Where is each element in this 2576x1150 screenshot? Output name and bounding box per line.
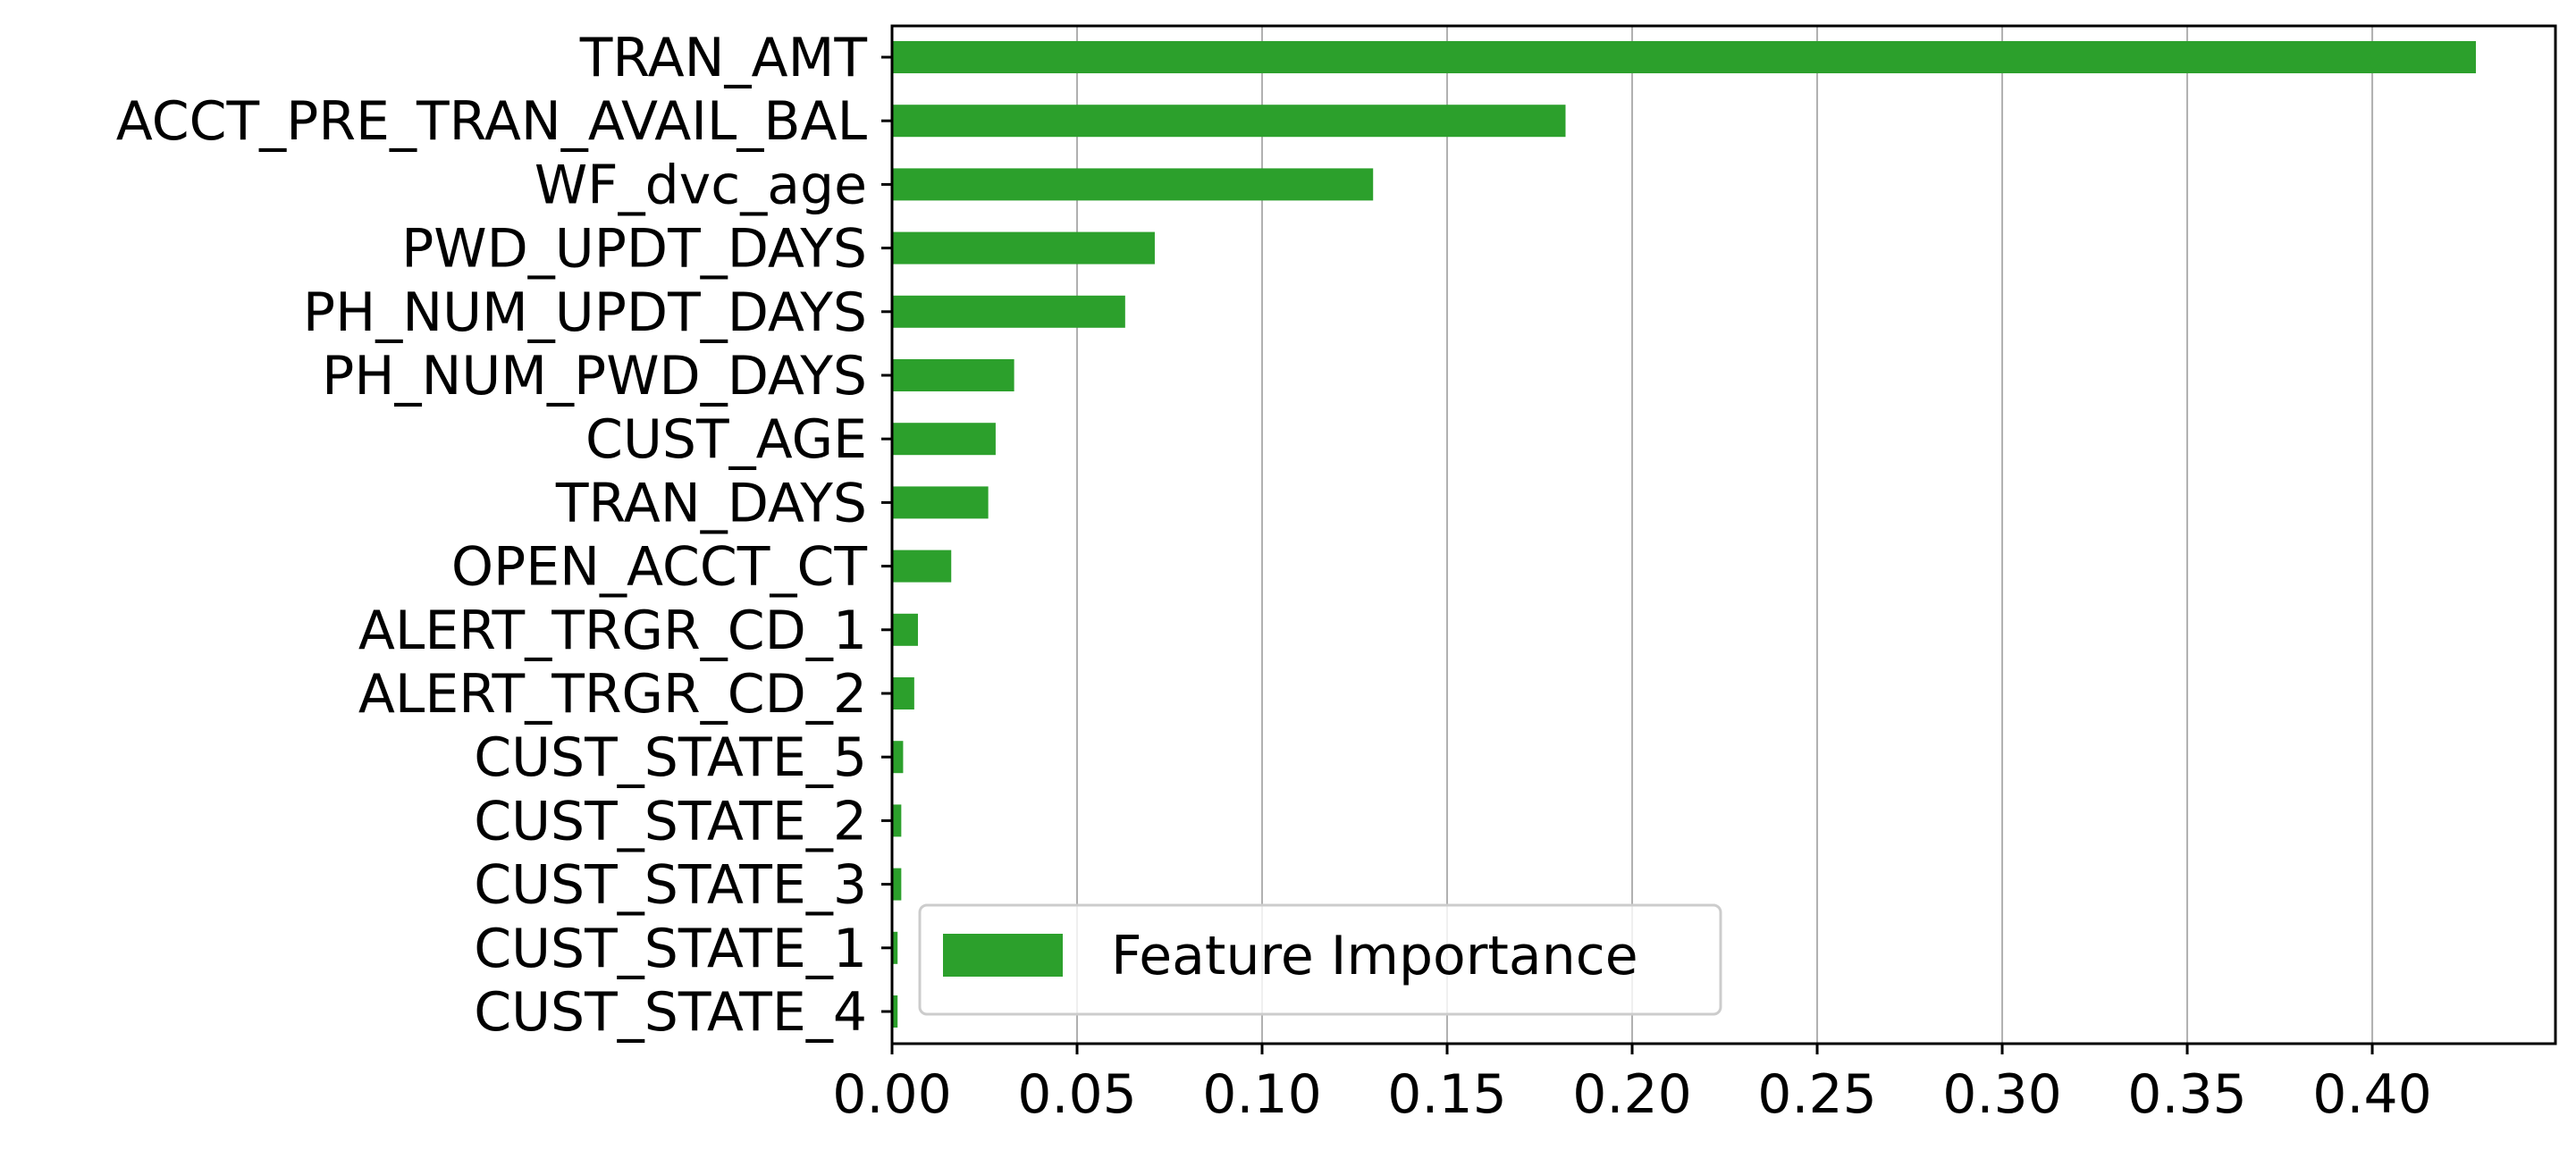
- plot-frame: [890, 24, 2557, 1045]
- bar-cust-state-5: [892, 741, 904, 774]
- y-tick-label: PH_NUM_PWD_DAYS: [322, 345, 867, 407]
- x-tick-label: 0.10: [1202, 1063, 1322, 1126]
- x-axis-ticks: 0.00 0.05 0.10 0.15 0.20 0.25 0.30 0.35 0.40: [832, 1044, 2432, 1126]
- x-tick-label: 0.20: [1572, 1063, 1692, 1126]
- legend-label: Feature Importance: [1111, 925, 1638, 987]
- y-tick-label: WF_dvc_age: [535, 154, 867, 216]
- x-tick-label: 0.25: [1757, 1063, 1877, 1126]
- bar-ph-num-updt-days: [892, 295, 1125, 328]
- x-tick-label: 0.15: [1387, 1063, 1507, 1126]
- bar-ph-num-pwd-days: [892, 359, 1014, 391]
- y-tick-label: ALERT_TRGR_CD_2: [358, 663, 867, 726]
- bar-cust-state-1: [892, 931, 898, 964]
- bar-alert-trgr-cd-2: [892, 677, 914, 709]
- y-tick-label: OPEN_ACCT_CT: [451, 536, 868, 599]
- legend-swatch: [943, 934, 1063, 977]
- y-tick-label: ACCT_PRE_TRAN_AVAIL_BAL: [116, 90, 868, 153]
- y-tick-label: TRAN_AMT: [579, 27, 868, 89]
- x-tick-label: 0.00: [832, 1063, 952, 1126]
- y-tick-label: CUST_STATE_4: [474, 981, 867, 1044]
- bar-open-acct-ct: [892, 550, 952, 583]
- bar-cust-state-3: [892, 868, 902, 901]
- bar-tran-amt: [892, 41, 2476, 73]
- bar-pwd-updt-days: [892, 231, 1155, 264]
- legend-box: [918, 903, 1722, 1016]
- legend: Feature Importance: [918, 903, 1722, 1016]
- y-tick-label: ALERT_TRGR_CD_1: [358, 600, 867, 662]
- x-tick-label: 0.35: [2127, 1063, 2247, 1126]
- bar-cust-state-2: [892, 804, 902, 837]
- bar-tran-days: [892, 486, 989, 519]
- bar-cust-state-4: [892, 995, 898, 1028]
- x-tick-label: 0.05: [1017, 1063, 1137, 1126]
- y-tick-label: CUST_AGE: [585, 408, 867, 471]
- bar-cust-age: [892, 423, 996, 456]
- y-tick-label: PWD_UPDT_DAYS: [401, 218, 867, 281]
- y-tick-label: CUST_STATE_5: [474, 726, 867, 789]
- y-tick-label: CUST_STATE_3: [474, 854, 867, 917]
- y-tick-label: PH_NUM_UPDT_DAYS: [303, 281, 867, 344]
- bar-acct-pre-tran-avail-bal: [892, 105, 1566, 138]
- y-tick-label: CUST_STATE_1: [474, 918, 867, 980]
- x-tick-label: 0.30: [1942, 1063, 2062, 1126]
- y-tick-label: TRAN_DAYS: [555, 472, 867, 534]
- bars: [892, 41, 2476, 1028]
- bar-alert-trgr-cd-1: [892, 613, 918, 646]
- y-axis-ticks: TRAN_AMTACCT_PRE_TRAN_AVAIL_BALWF_dvc_ag…: [116, 27, 892, 1044]
- bar-wf-dvc-age: [892, 168, 1374, 201]
- x-tick-label: 0.40: [2312, 1063, 2432, 1126]
- y-tick-label: CUST_STATE_2: [474, 790, 867, 852]
